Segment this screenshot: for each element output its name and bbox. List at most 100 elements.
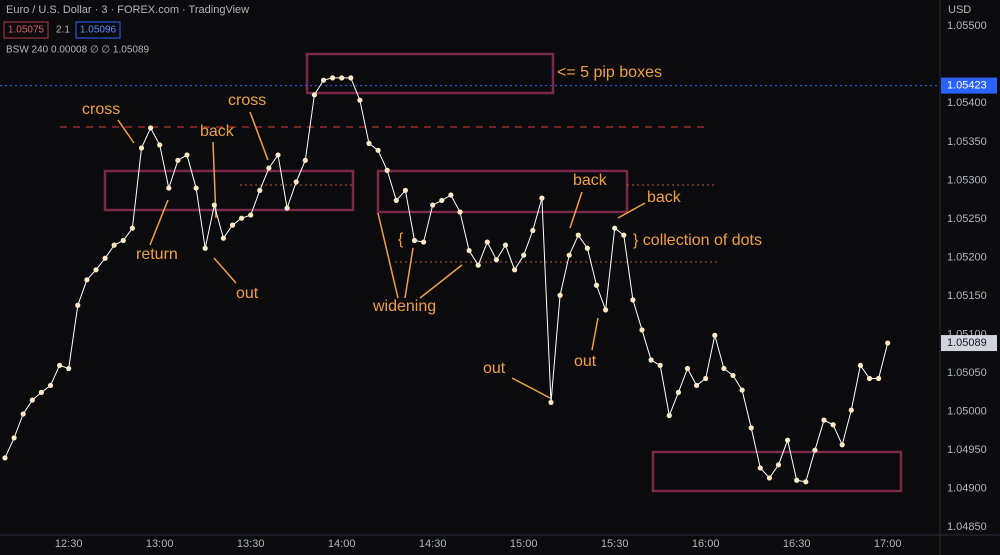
pip-box (376, 169, 629, 214)
annotation: out (483, 360, 506, 377)
price-dot (266, 165, 272, 171)
price-dot (102, 255, 108, 261)
price-line-series (4, 77, 889, 483)
x-tick-label: 15:30 (601, 538, 629, 550)
annotation: <= 5 pip boxes (557, 64, 662, 81)
arrow (404, 247, 414, 299)
tag-box (3, 21, 49, 39)
price-dot (202, 245, 208, 251)
chart-title: Euro / U.S. Dollar · 3 · FOREX.com · Tra… (6, 4, 249, 16)
price-dot (293, 179, 299, 185)
price-dot (848, 407, 854, 413)
price-dot (93, 267, 99, 273)
price-dot (57, 362, 63, 369)
price-dot (521, 252, 527, 258)
price-dot (211, 202, 217, 208)
y-tick-label: 1.05250 (947, 213, 987, 225)
price-dot (830, 422, 836, 428)
price-dot (393, 197, 399, 204)
price-dot (775, 462, 782, 468)
annotation: back (647, 189, 682, 206)
y-tick-label: 1.04950 (947, 444, 987, 456)
annotation: widening (372, 298, 436, 315)
ohlc-tag: 2.1 (56, 25, 70, 36)
price-dot (357, 97, 363, 103)
arrow (419, 264, 463, 299)
price-dot (248, 212, 254, 218)
price-dot (430, 202, 436, 208)
arrow (377, 212, 399, 299)
y-tick-label: 1.04850 (947, 521, 987, 533)
price-dot (721, 365, 727, 372)
price-dot (657, 362, 663, 369)
arrow (591, 317, 599, 351)
arrow (149, 199, 169, 246)
price-dot (593, 282, 600, 288)
price-dot (2, 455, 8, 461)
price-dot (11, 435, 17, 441)
price-dot (148, 125, 154, 131)
y-tick-label: 1.05400 (947, 97, 987, 109)
price-dot (821, 417, 827, 423)
boxes (103, 52, 903, 493)
y-tick-label: 1.05000 (947, 406, 987, 418)
price-dot (439, 197, 445, 204)
annotation: } collection of dots (633, 232, 762, 249)
x-tick-label: 16:30 (783, 538, 811, 550)
price-dot (284, 205, 290, 211)
price-dot (239, 215, 245, 221)
price-dot (757, 465, 763, 471)
price-dot (730, 372, 736, 379)
price-dot (193, 185, 199, 191)
price-dot (366, 140, 372, 146)
price-dot (530, 227, 536, 234)
price-dot (739, 387, 745, 393)
annotation: cross (82, 101, 120, 118)
price-dot (885, 340, 891, 346)
y-tick-label: 1.05350 (947, 136, 987, 148)
price-dot (47, 382, 54, 389)
arrow (617, 202, 646, 219)
price-dot (612, 225, 618, 231)
price-dot (539, 195, 545, 201)
price-dot (375, 147, 381, 153)
annotation: out (236, 285, 259, 302)
price-dot (794, 477, 800, 483)
annotation: return (136, 246, 178, 263)
x-tick-label: 14:00 (328, 538, 356, 550)
price-dot (384, 167, 390, 173)
price-dot (421, 239, 427, 245)
price-dot (466, 247, 472, 254)
price-dot (566, 252, 572, 258)
price-dot (712, 332, 718, 338)
price-dot (411, 237, 418, 244)
price-dot (157, 142, 163, 148)
price-dot (402, 187, 408, 194)
arrow (213, 257, 237, 284)
price-dot (84, 277, 90, 283)
annotation: { (398, 231, 404, 248)
annotation: out (574, 353, 597, 370)
price-dot (621, 232, 627, 238)
price-dot (493, 257, 499, 263)
x-tick-label: 14:30 (419, 538, 447, 550)
arrow (569, 191, 583, 229)
price-dot (111, 242, 117, 248)
price-tag (941, 77, 997, 94)
price-dot (138, 145, 145, 151)
indicator-legend: BSW 240 0.00008 ∅ ∅ 1.05089 (6, 45, 150, 56)
arrow (117, 119, 135, 144)
price-dot (320, 77, 327, 83)
annotation: back (200, 123, 235, 140)
price-dot (748, 425, 754, 431)
price-dot (639, 327, 645, 333)
ohlc-tag: 1.05096 (80, 25, 117, 36)
price-dot (666, 412, 672, 419)
price-dot (675, 389, 682, 395)
price-dot (812, 447, 818, 453)
price-dot (220, 235, 226, 241)
price-dot (857, 362, 864, 369)
price-dot (876, 375, 882, 382)
